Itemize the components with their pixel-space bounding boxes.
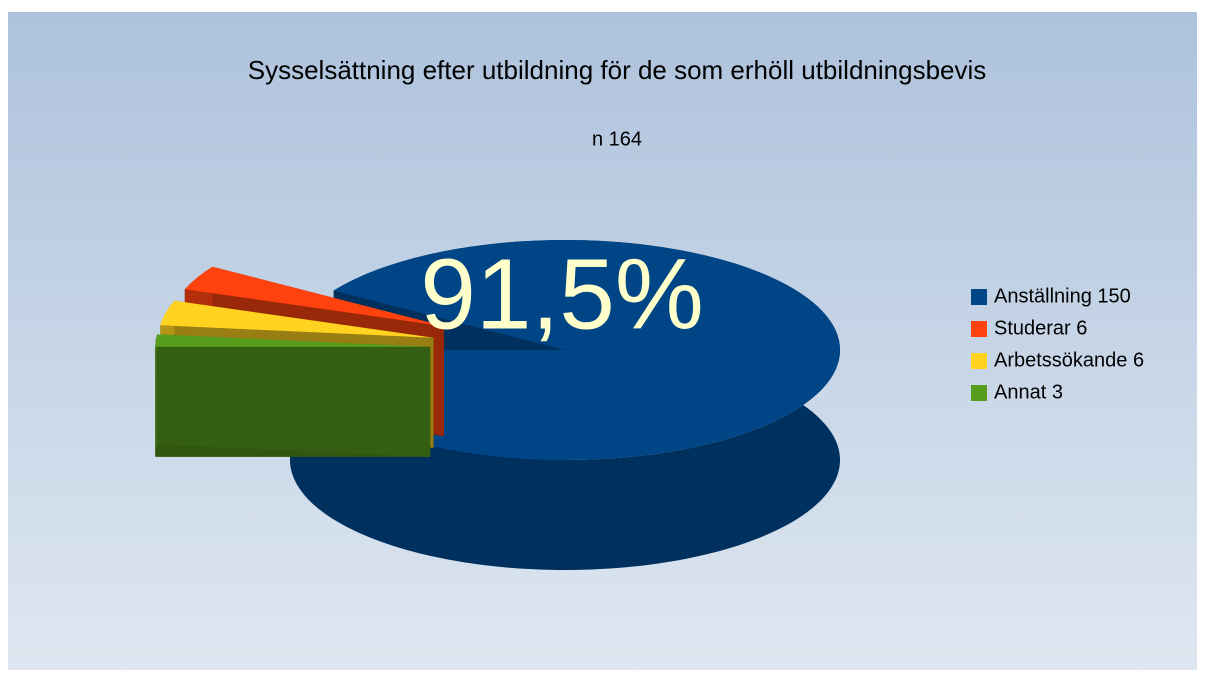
slice-side: [157, 334, 431, 457]
legend-label: Anställning 150: [994, 285, 1131, 307]
slice-wall: [155, 334, 158, 457]
legend-swatch: [971, 321, 987, 337]
legend-swatch: [971, 385, 987, 401]
pie-slice: [184, 266, 444, 327]
legend-label: Studerar 6: [994, 317, 1087, 339]
pie-slice: [160, 300, 434, 338]
legend-swatch: [971, 289, 987, 305]
legend-label: Annat 3: [994, 381, 1063, 403]
chart-subtitle: n 164: [592, 128, 642, 150]
legend-label: Arbetssökande 6: [994, 349, 1144, 371]
legend-swatch: [971, 353, 987, 369]
pie-slice: [155, 334, 431, 347]
annotation: 91,5%: [420, 238, 704, 350]
chart-title: Sysselsättning efter utbildning för de s…: [248, 55, 987, 85]
